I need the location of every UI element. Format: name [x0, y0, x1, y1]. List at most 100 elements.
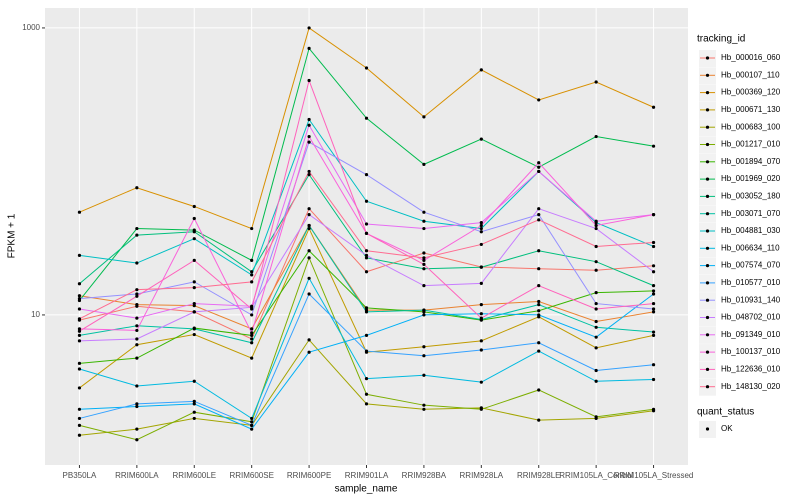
data-point [307, 276, 311, 280]
data-point [651, 301, 656, 306]
data-point [594, 244, 598, 249]
x-tick-label: RRIM901LA [345, 471, 389, 480]
data-point [77, 329, 82, 333]
data-point [307, 46, 311, 51]
data-point [192, 237, 196, 241]
data-point [250, 337, 254, 341]
data-point [422, 308, 426, 312]
data-point [422, 313, 426, 317]
data-point [479, 407, 483, 411]
data-point [192, 416, 196, 421]
data-point [135, 294, 139, 298]
data-point [594, 301, 598, 306]
data-point [422, 373, 426, 377]
data-point [250, 356, 254, 360]
data-point [479, 339, 483, 343]
data-point [594, 226, 598, 231]
data-point [364, 116, 369, 120]
x-tick-label: RRIM105LA_Control [559, 471, 633, 480]
x-tick-label: RRIM600SE [229, 471, 273, 480]
data-point [479, 223, 483, 228]
data-point [307, 350, 311, 354]
legend-label: Hb_000016_060 [721, 53, 781, 62]
data-point [594, 223, 598, 228]
data-point [594, 134, 598, 139]
data-point [135, 316, 139, 320]
data-point [651, 310, 656, 314]
data-point [250, 331, 254, 335]
data-point [364, 199, 369, 203]
data-point [77, 361, 82, 365]
legend-point [705, 264, 710, 268]
data-point [537, 98, 541, 102]
data-point [77, 423, 82, 427]
data-point [537, 418, 541, 422]
data-point [422, 256, 426, 260]
data-point [479, 348, 483, 352]
data-point [364, 377, 369, 381]
data-point [135, 226, 139, 231]
legend-label: Hb_003071_070 [721, 209, 781, 218]
data-point [135, 303, 139, 307]
data-point [422, 162, 426, 166]
legend-point [705, 212, 710, 216]
y-tick-label: 1000 [22, 23, 40, 32]
legend-point [705, 367, 710, 371]
legend-label: Hb_122636_010 [721, 365, 781, 374]
data-point [135, 404, 139, 409]
data-point [651, 240, 656, 245]
legend-point [705, 177, 710, 181]
legend-point [705, 194, 710, 198]
data-point [250, 427, 254, 431]
data-point [364, 231, 369, 235]
data-point [307, 207, 311, 211]
data-point [364, 173, 369, 177]
data-point [250, 416, 254, 421]
data-point [422, 267, 426, 271]
data-point [307, 26, 311, 30]
data-point [192, 280, 196, 284]
data-point [537, 341, 541, 345]
data-point [135, 328, 139, 333]
data-point [537, 284, 541, 288]
data-point [307, 249, 311, 253]
legend-label: Hb_000683_100 [721, 122, 781, 131]
shape-legend-title: quant_status [697, 407, 754, 418]
x-axis-title: sample_name [335, 484, 398, 495]
legend-point [705, 91, 710, 95]
data-point [594, 260, 598, 264]
data-point [250, 313, 254, 317]
data-point [250, 341, 254, 345]
data-point [250, 307, 254, 311]
legend-label: Hb_003052_180 [721, 192, 781, 201]
legend-point [705, 73, 710, 77]
data-point [307, 134, 311, 139]
data-point [479, 230, 483, 234]
x-tick-label: RRIM928LE [517, 471, 561, 480]
legend-point [705, 281, 710, 285]
data-point [135, 337, 139, 341]
data-point [537, 388, 541, 392]
data-point [479, 316, 483, 320]
data-point [77, 367, 82, 371]
data-point [422, 210, 426, 214]
data-point [77, 333, 82, 338]
legend-label: Hb_001969_020 [721, 174, 781, 183]
legend-point [705, 125, 710, 129]
legend-point [705, 385, 710, 389]
x-tick-label: RRIM600LE [172, 471, 216, 480]
data-point [250, 423, 254, 427]
data-point [135, 384, 139, 388]
data-point [479, 265, 483, 269]
data-point [364, 392, 369, 396]
data-point [537, 165, 541, 169]
data-point [77, 339, 82, 343]
data-point [594, 335, 598, 339]
legend-point [705, 246, 710, 250]
data-point [651, 105, 656, 109]
data-point [479, 281, 483, 285]
data-point [192, 230, 196, 234]
data-point [364, 306, 369, 310]
legend-label: Hb_001894_070 [721, 157, 781, 166]
